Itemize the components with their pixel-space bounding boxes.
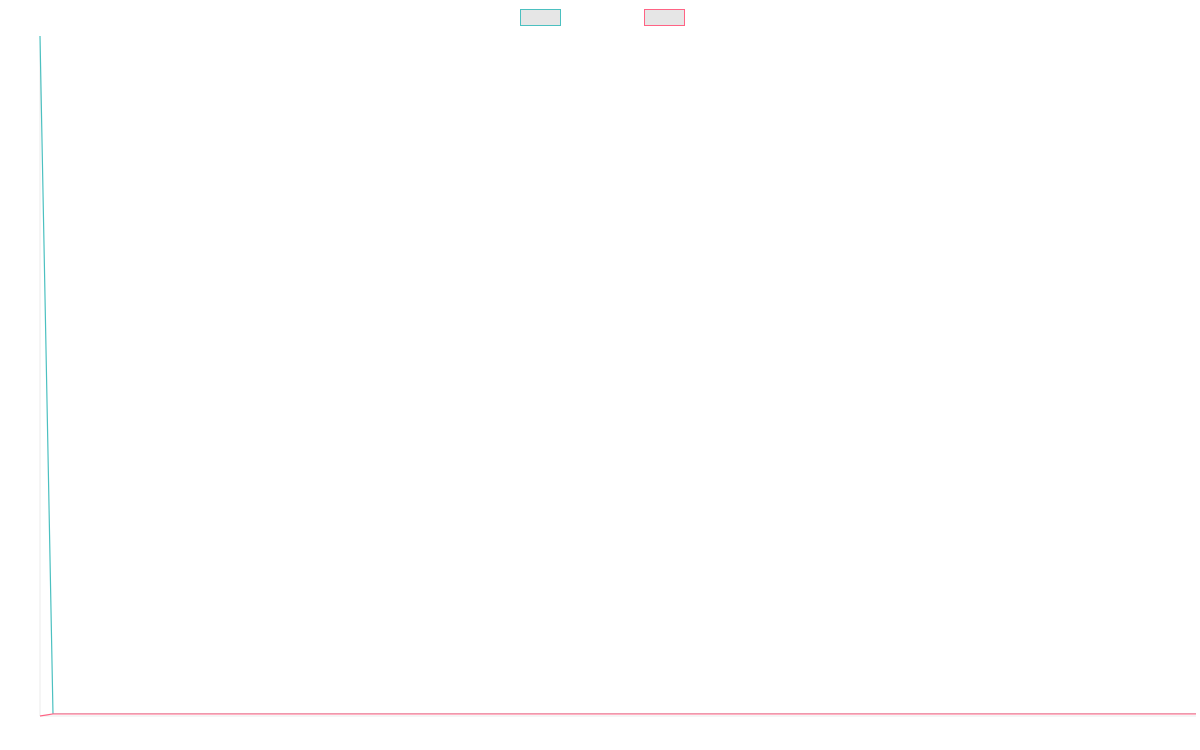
chart-axes [39,36,1196,717]
series-line-1 [39,35,1196,715]
legend-swatch-1 [520,9,561,26]
chart-legend [520,9,685,26]
legend-item-1[interactable] [520,9,561,26]
chart-series [39,35,1196,717]
legend-swatch-2 [644,9,685,26]
series-line-2 [39,713,1196,717]
legend-item-2[interactable] [644,9,685,26]
